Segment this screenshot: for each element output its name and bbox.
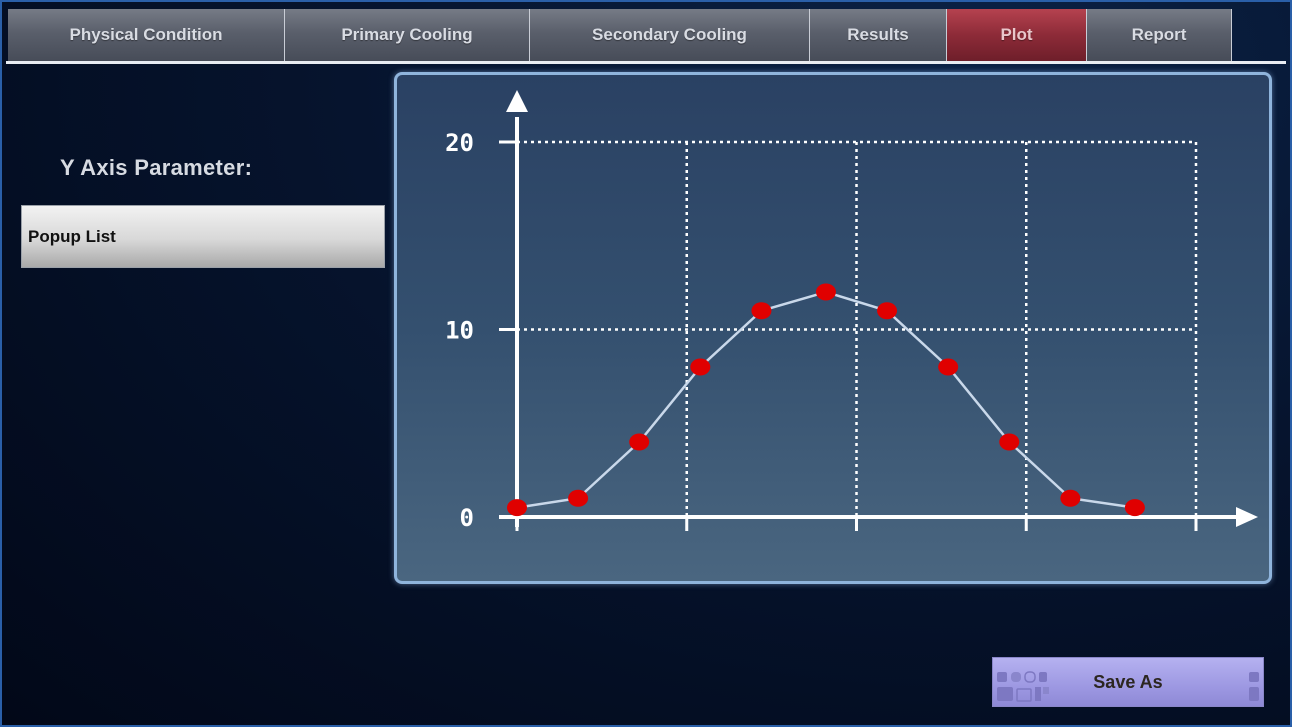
y-tick-label: 10 [445, 317, 474, 345]
save-as-label: Save As [1093, 671, 1163, 692]
y-tick-label: 20 [445, 129, 474, 157]
x-axis-arrow [1236, 507, 1258, 527]
y-axis-arrow [506, 90, 528, 112]
data-point [568, 489, 589, 507]
data-point [877, 302, 898, 320]
data-point [1060, 489, 1081, 507]
tab-physical-condition[interactable]: Physical Condition [8, 9, 285, 61]
y-axis-parameter-label: Y Axis Parameter: [60, 155, 253, 180]
tab-primary-cooling[interactable]: Primary Cooling [285, 9, 530, 61]
data-point [1124, 499, 1145, 517]
series-line [516, 290, 1136, 509]
line-chart: 0 10 20 [445, 90, 1258, 532]
data-point [690, 358, 711, 376]
pattern-decoration-icon [1249, 672, 1259, 701]
y-tick-label: 0 [460, 504, 474, 532]
data-point [629, 433, 650, 451]
tab-plot[interactable]: Plot [947, 9, 1087, 61]
data-point [815, 283, 836, 301]
data-point [938, 358, 959, 376]
tab-results[interactable]: Results [810, 9, 947, 61]
data-point [507, 499, 527, 517]
save-as-button[interactable]: Save As [992, 657, 1264, 707]
tab-report[interactable]: Report [1087, 9, 1232, 61]
plot-panel: 0 10 20 [394, 72, 1272, 584]
pattern-decoration-icon [997, 671, 1049, 702]
tab-secondary-cooling[interactable]: Secondary Cooling [530, 9, 810, 61]
tab-divider [6, 61, 1286, 64]
data-point [751, 302, 772, 320]
y-axis-popup-list[interactable]: Popup List [21, 205, 385, 268]
data-point [999, 433, 1020, 451]
tab-bar: Physical Condition Primary Cooling Secon… [8, 9, 1232, 61]
